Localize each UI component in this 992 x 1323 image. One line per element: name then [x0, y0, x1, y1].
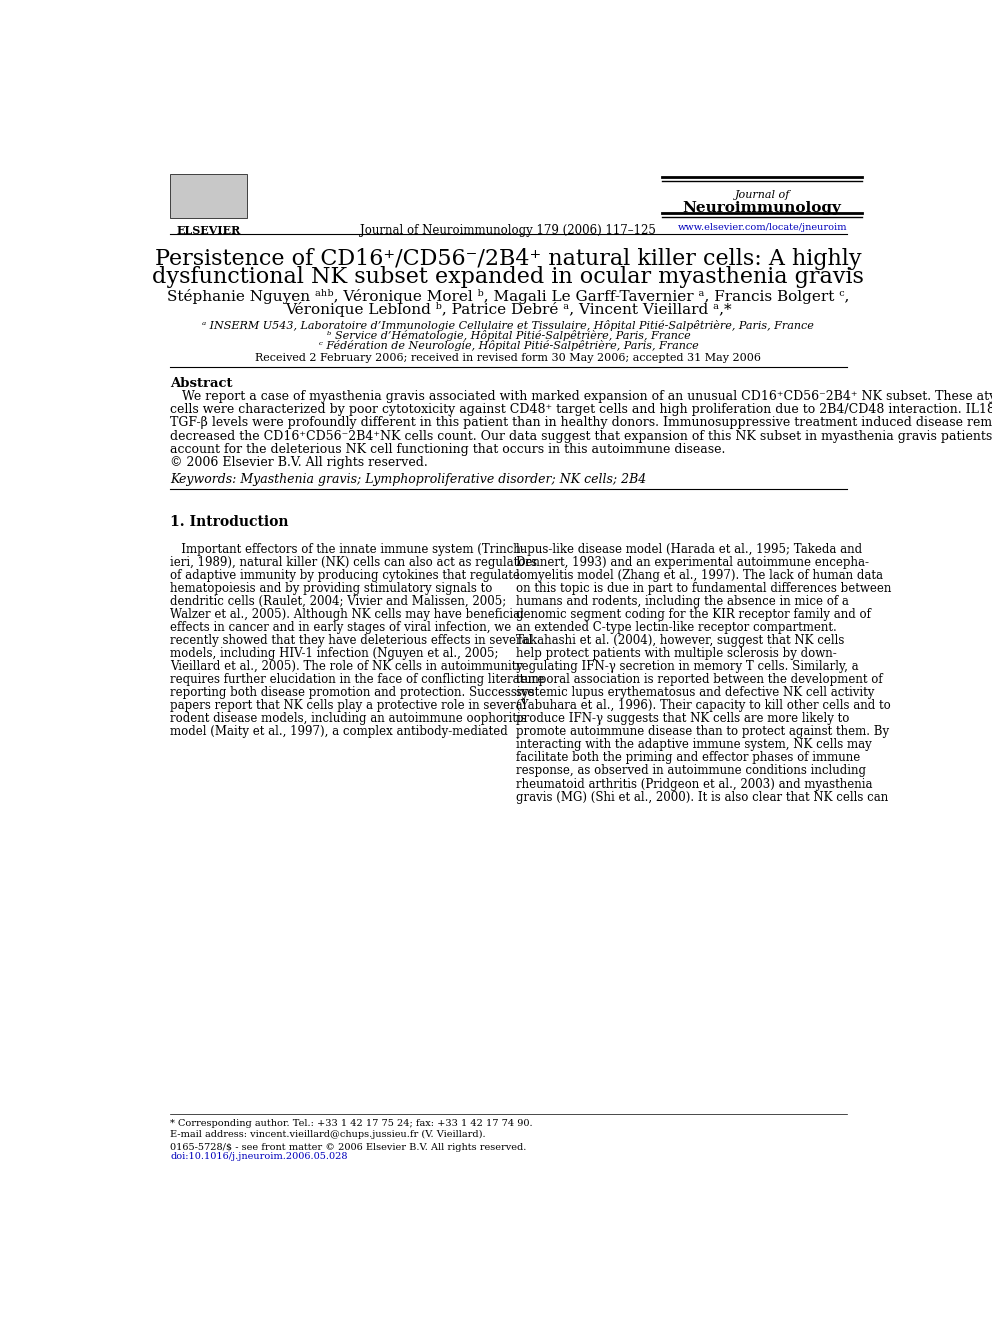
Text: effects in cancer and in early stages of viral infection, we: effects in cancer and in early stages of…: [171, 620, 512, 634]
Text: interacting with the adaptive immune system, NK cells may: interacting with the adaptive immune sys…: [516, 738, 872, 751]
Text: temporal association is reported between the development of: temporal association is reported between…: [516, 673, 883, 687]
Text: produce IFN-γ suggests that NK cells are more likely to: produce IFN-γ suggests that NK cells are…: [516, 712, 849, 725]
Text: Walzer et al., 2005). Although NK cells may have beneficial: Walzer et al., 2005). Although NK cells …: [171, 609, 524, 620]
Text: lomyelitis model (Zhang et al., 1997). The lack of human data: lomyelitis model (Zhang et al., 1997). T…: [516, 569, 883, 582]
Text: Important effectors of the innate immune system (Trinch-: Important effectors of the innate immune…: [171, 542, 525, 556]
Text: rodent disease models, including an autoimmune oophoritis: rodent disease models, including an auto…: [171, 712, 527, 725]
Text: model (Maity et al., 1997), a complex antibody-mediated: model (Maity et al., 1997), a complex an…: [171, 725, 508, 738]
Text: Abstract: Abstract: [171, 377, 233, 390]
Text: an extended C-type lectin-like receptor compartment.: an extended C-type lectin-like receptor …: [516, 620, 837, 634]
Text: reporting both disease promotion and protection. Successive: reporting both disease promotion and pro…: [171, 687, 535, 700]
Text: dendritic cells (Raulet, 2004; Vivier and Malissen, 2005;: dendritic cells (Raulet, 2004; Vivier an…: [171, 595, 506, 609]
Text: gravis (MG) (Shi et al., 2000). It is also clear that NK cells can: gravis (MG) (Shi et al., 2000). It is al…: [516, 791, 889, 803]
Text: ᵇ Service d’Hématologie, Hôpital Pitié-Salpêtrière, Paris, France: ᵇ Service d’Hématologie, Hôpital Pitié-S…: [326, 329, 690, 341]
Text: hematopoiesis and by providing stimulatory signals to: hematopoiesis and by providing stimulato…: [171, 582, 492, 595]
Text: We report a case of myasthenia gravis associated with marked expansion of an unu: We report a case of myasthenia gravis as…: [171, 390, 992, 404]
Text: 1. Introduction: 1. Introduction: [171, 515, 289, 529]
Text: on this topic is due in part to fundamental differences between: on this topic is due in part to fundamen…: [516, 582, 892, 595]
Text: regulating IFN-γ secretion in memory T cells. Similarly, a: regulating IFN-γ secretion in memory T c…: [516, 660, 859, 673]
Text: dysfunctional NK subset expanded in ocular myasthenia gravis: dysfunctional NK subset expanded in ocul…: [153, 266, 864, 287]
Text: models, including HIV-1 infection (Nguyen et al., 2005;: models, including HIV-1 infection (Nguye…: [171, 647, 499, 660]
Text: (Yabuhara et al., 1996). Their capacity to kill other cells and to: (Yabuhara et al., 1996). Their capacity …: [516, 700, 891, 712]
Text: rheumatoid arthritis (Pridgeon et al., 2003) and myasthenia: rheumatoid arthritis (Pridgeon et al., 2…: [516, 778, 873, 791]
Text: Stéphanie Nguyen ᵃʰᵇ, Véronique Morel ᵇ, Magali Le Garff-Tavernier ᵃ, Francis Bo: Stéphanie Nguyen ᵃʰᵇ, Véronique Morel ᵇ,…: [168, 290, 849, 304]
Text: help protect patients with multiple sclerosis by down-: help protect patients with multiple scle…: [516, 647, 837, 660]
Text: © 2006 Elsevier B.V. All rights reserved.: © 2006 Elsevier B.V. All rights reserved…: [171, 456, 428, 470]
Text: * Corresponding author. Tel.: +33 1 42 17 75 24; fax: +33 1 42 17 74 90.: * Corresponding author. Tel.: +33 1 42 1…: [171, 1119, 533, 1129]
Text: ieri, 1989), natural killer (NK) cells can also act as regulators: ieri, 1989), natural killer (NK) cells c…: [171, 556, 537, 569]
Text: account for the deleterious NK cell functioning that occurs in this autoimmune d: account for the deleterious NK cell func…: [171, 443, 725, 456]
Text: ᵃ INSERM U543, Laboratoire d’Immunologie Cellulaire et Tissulaire, Hôpital Pitié: ᵃ INSERM U543, Laboratoire d’Immunologie…: [202, 320, 814, 331]
Text: Takahashi et al. (2004), however, suggest that NK cells: Takahashi et al. (2004), however, sugges…: [516, 634, 844, 647]
Text: papers report that NK cells play a protective role in several: papers report that NK cells play a prote…: [171, 700, 527, 712]
Text: recently showed that they have deleterious effects in several: recently showed that they have deleterio…: [171, 634, 533, 647]
Text: lupus-like disease model (Harada et al., 1995; Takeda and: lupus-like disease model (Harada et al.,…: [516, 542, 862, 556]
Text: humans and rodents, including the absence in mice of a: humans and rodents, including the absenc…: [516, 595, 849, 609]
Text: Vieillard et al., 2005). The role of NK cells in autoimmunity: Vieillard et al., 2005). The role of NK …: [171, 660, 523, 673]
Text: TGF-β levels were profoundly different in this patient than in healthy donors. I: TGF-β levels were profoundly different i…: [171, 417, 992, 430]
Text: Journal of: Journal of: [734, 191, 790, 200]
Text: www.elsevier.com/locate/jneuroim: www.elsevier.com/locate/jneuroim: [678, 224, 847, 232]
Text: Neuroimmunology: Neuroimmunology: [682, 201, 841, 214]
Text: ᶜ Fédération de Neurologie, Hôpital Pitié-Salpêtrière, Paris, France: ᶜ Fédération de Neurologie, Hôpital Piti…: [318, 340, 698, 351]
Text: Persistence of CD16⁺/CD56⁻/2B4⁺ natural killer cells: A highly: Persistence of CD16⁺/CD56⁻/2B4⁺ natural …: [155, 249, 862, 270]
Text: Dennert, 1993) and an experimental autoimmune encepha-: Dennert, 1993) and an experimental autoi…: [516, 556, 869, 569]
Text: response, as observed in autoimmune conditions including: response, as observed in autoimmune cond…: [516, 765, 866, 778]
Text: facilitate both the priming and effector phases of immune: facilitate both the priming and effector…: [516, 751, 860, 765]
Text: 0165-5728/$ - see front matter © 2006 Elsevier B.V. All rights reserved.: 0165-5728/$ - see front matter © 2006 El…: [171, 1143, 527, 1152]
Text: genomic segment coding for the KIR receptor family and of: genomic segment coding for the KIR recep…: [516, 609, 871, 620]
Text: promote autoimmune disease than to protect against them. By: promote autoimmune disease than to prote…: [516, 725, 889, 738]
Text: of adaptive immunity by producing cytokines that regulate: of adaptive immunity by producing cytoki…: [171, 569, 520, 582]
Text: Journal of Neuroimmunology 179 (2006) 117–125: Journal of Neuroimmunology 179 (2006) 11…: [360, 224, 657, 237]
Text: doi:10.1016/j.jneuroim.2006.05.028: doi:10.1016/j.jneuroim.2006.05.028: [171, 1152, 347, 1162]
Text: cells were characterized by poor cytotoxicity against CD48⁺ target cells and hig: cells were characterized by poor cytotox…: [171, 404, 992, 417]
Bar: [171, 175, 247, 218]
Text: E-mail address: vincent.vieillard@chups.jussieu.fr (V. Vieillard).: E-mail address: vincent.vieillard@chups.…: [171, 1130, 486, 1139]
Text: systemic lupus erythematosus and defective NK cell activity: systemic lupus erythematosus and defecti…: [516, 687, 875, 700]
Text: ELSEVIER: ELSEVIER: [177, 225, 241, 235]
Text: Véronique Leblond ᵇ, Patrice Debré ᵃ, Vincent Vieillard ᵃ,*: Véronique Leblond ᵇ, Patrice Debré ᵃ, Vi…: [285, 303, 732, 318]
Text: decreased the CD16⁺CD56⁻2B4⁺NK cells count. Our data suggest that expansion of t: decreased the CD16⁺CD56⁻2B4⁺NK cells cou…: [171, 430, 992, 443]
Text: requires further elucidation in the face of conflicting literature: requires further elucidation in the face…: [171, 673, 545, 687]
Text: Received 2 February 2006; received in revised form 30 May 2006; accepted 31 May : Received 2 February 2006; received in re…: [255, 353, 762, 364]
Text: Keywords: Myasthenia gravis; Lymphoproliferative disorder; NK cells; 2B4: Keywords: Myasthenia gravis; Lymphoproli…: [171, 472, 647, 486]
